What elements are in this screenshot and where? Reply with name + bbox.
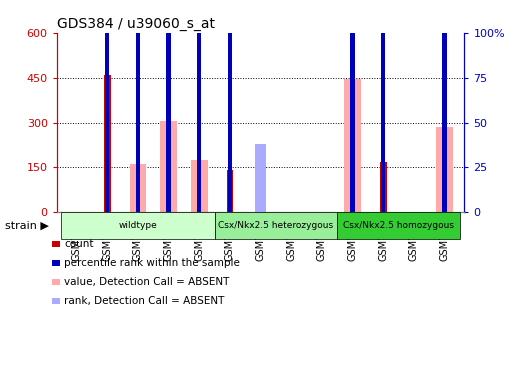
Text: percentile rank within the sample: percentile rank within the sample	[64, 258, 240, 268]
Text: GDS384 / u39060_s_at: GDS384 / u39060_s_at	[57, 16, 215, 30]
Bar	[227, 171, 233, 212]
Text: rank, Detection Call = ABSENT: rank, Detection Call = ABSENT	[64, 296, 224, 306]
Bar	[380, 162, 386, 212]
Bar	[442, 0, 447, 212]
Bar	[130, 164, 147, 212]
Bar	[344, 79, 361, 212]
Bar	[191, 160, 208, 212]
Bar	[381, 0, 385, 212]
Bar	[350, 0, 354, 212]
Bar	[160, 121, 177, 212]
Bar	[104, 75, 111, 212]
Bar	[436, 127, 453, 212]
Bar	[197, 0, 201, 212]
Text: Csx/Nkx2.5 homozygous: Csx/Nkx2.5 homozygous	[343, 221, 454, 230]
Bar	[228, 0, 232, 212]
Bar	[167, 0, 171, 212]
Bar	[255, 144, 266, 212]
Text: Csx/Nkx2.5 heterozygous: Csx/Nkx2.5 heterozygous	[218, 221, 333, 230]
Text: count: count	[64, 239, 93, 249]
Bar	[105, 0, 109, 212]
Bar	[136, 0, 140, 212]
Text: wildtype: wildtype	[119, 221, 157, 230]
Text: strain ▶: strain ▶	[5, 220, 49, 231]
Text: value, Detection Call = ABSENT: value, Detection Call = ABSENT	[64, 277, 229, 287]
